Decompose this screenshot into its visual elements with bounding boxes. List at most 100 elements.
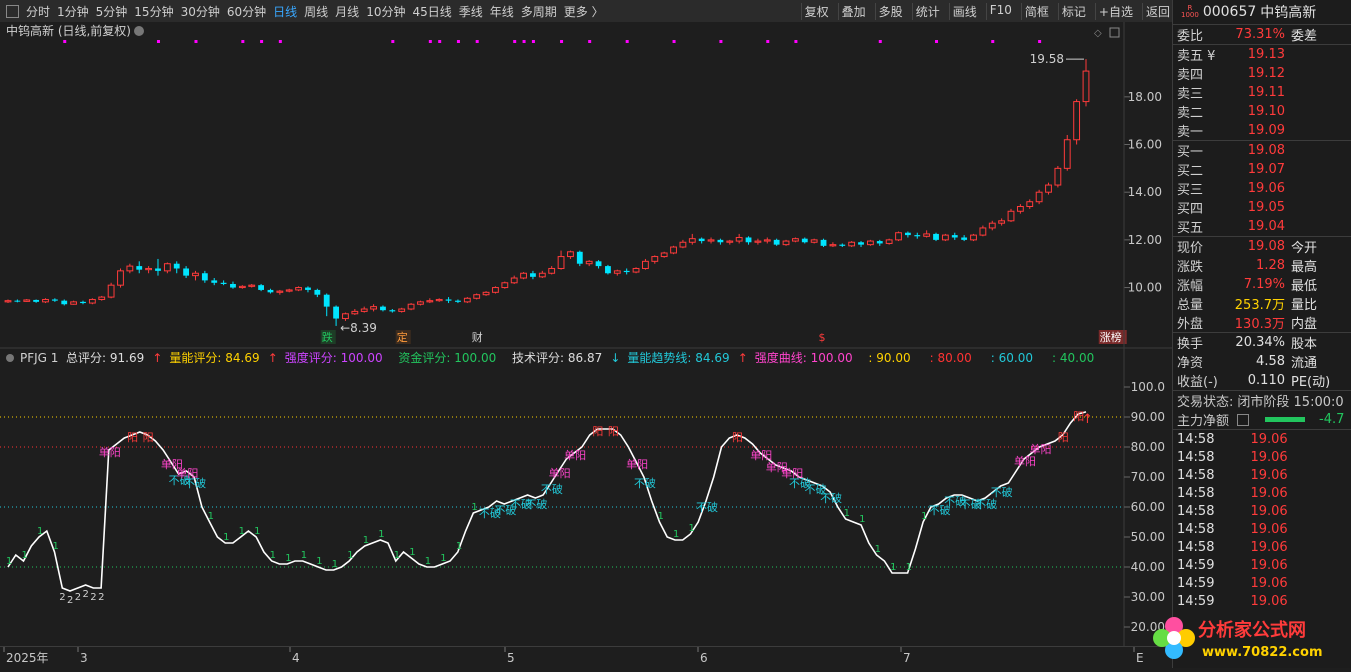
signal-dot bbox=[522, 40, 526, 43]
signal-1: 1 bbox=[316, 556, 322, 567]
candle-body bbox=[933, 233, 939, 240]
period-tab[interactable]: 更多 〉 bbox=[563, 5, 604, 19]
toolbar-action[interactable]: 复权 bbox=[800, 3, 832, 20]
indicator-options-icon[interactable] bbox=[6, 354, 14, 362]
signal-dot bbox=[935, 40, 939, 43]
candle-body bbox=[951, 235, 958, 238]
candle-body bbox=[557, 256, 565, 269]
candle-body bbox=[538, 272, 546, 278]
period-tab[interactable]: 1分钟 bbox=[57, 5, 89, 19]
tick-list[interactable]: 14:58 19.06 14:58 19.06 14:58 19.06 14:58 19.06… bbox=[1173, 430, 1351, 610]
signal-1: 1 bbox=[223, 532, 229, 543]
webi-row: 委比 73.31% 委差 bbox=[1173, 25, 1351, 45]
period-tab[interactable]: 10分钟 bbox=[366, 5, 406, 19]
tick-row: 14:59 19.06 bbox=[1177, 593, 1288, 609]
bid-row[interactable]: 买一 19.08 bbox=[1177, 143, 1285, 160]
price-tick: 12.00 bbox=[1128, 233, 1162, 247]
bid-book: 买一 19.08 买二 19.07 买三 19.06 买四 19.05 买五 19.04 bbox=[1173, 141, 1351, 237]
bid-row[interactable]: 买五 19.04 bbox=[1177, 219, 1285, 236]
signal-1: 1 bbox=[471, 502, 477, 513]
period-tab[interactable]: 日线 bbox=[273, 5, 298, 19]
toolbar-action[interactable]: 标记 bbox=[1057, 3, 1089, 20]
signal-dot bbox=[156, 40, 160, 43]
candle-body bbox=[238, 285, 246, 289]
period-tab[interactable]: 30分钟 bbox=[180, 5, 220, 19]
ask-row[interactable]: 卖四 19.12 bbox=[1177, 66, 1285, 83]
ask-row[interactable]: 卖一 19.09 bbox=[1177, 123, 1285, 140]
signal-yang: 阳 bbox=[143, 431, 154, 444]
kline-chart[interactable]: 中钨高新 (日线,前复权) 19.58 ←8.39 18.00 16.00 14.00… bbox=[0, 22, 1172, 646]
ask-row[interactable]: 卖二 19.10 bbox=[1177, 104, 1285, 121]
candle-body bbox=[642, 260, 649, 269]
price-tick: 18.00 bbox=[1128, 90, 1162, 104]
quote-row: 收益(-) 0.110 PE(动) bbox=[1177, 373, 1331, 390]
tick-row: 14:58 19.06 bbox=[1177, 521, 1288, 537]
signal-1: 1 bbox=[440, 553, 446, 564]
candle-body bbox=[745, 237, 752, 243]
candle-body bbox=[735, 236, 743, 242]
candle-body bbox=[979, 227, 987, 236]
stock-code: 000657 bbox=[1202, 4, 1257, 20]
indicator-header-item: : 80.00 bbox=[930, 351, 972, 365]
toolbar-action[interactable]: F10 bbox=[985, 3, 1015, 20]
toolbar-action[interactable]: 返回 bbox=[1141, 3, 1173, 20]
toolbar-action[interactable]: 简框 bbox=[1020, 3, 1052, 20]
period-tab[interactable]: 月线 bbox=[335, 5, 360, 19]
toolbar-action[interactable]: 叠加 bbox=[837, 3, 869, 20]
toolbar-action[interactable]: 画线 bbox=[948, 3, 980, 20]
signal-dot bbox=[63, 40, 67, 43]
panel-toggle-icon[interactable] bbox=[6, 5, 19, 18]
ask-row[interactable]: 卖三 19.11 bbox=[1177, 85, 1285, 102]
candle-body bbox=[810, 239, 818, 243]
candle-body bbox=[220, 282, 227, 284]
signal-dot bbox=[241, 40, 245, 43]
signal-dot bbox=[1038, 40, 1042, 43]
stats-block: 现价 19.08 今开 涨跌 1.28 最高 涨幅 7.19% 最低 总量 253.7万 量比 外盘 13… bbox=[1173, 237, 1351, 333]
period-tab[interactable]: 60分钟 bbox=[226, 5, 267, 19]
signal-1: 1 bbox=[906, 562, 912, 573]
candle-body bbox=[914, 235, 921, 237]
window-toggle-icon[interactable] bbox=[1109, 27, 1120, 38]
candle-body bbox=[595, 261, 602, 267]
candle-body bbox=[323, 294, 330, 307]
ask-row[interactable]: 卖五 ¥19.13 bbox=[1177, 47, 1285, 64]
period-tab[interactable]: 15分钟 bbox=[134, 5, 174, 19]
bid-row[interactable]: 买三 19.06 bbox=[1177, 181, 1285, 198]
candle-body bbox=[136, 266, 143, 270]
indicator-name: PFJG 1 bbox=[20, 351, 58, 365]
net-flow-icon[interactable] bbox=[1237, 413, 1249, 426]
toolbar-action[interactable]: 多股 bbox=[874, 3, 906, 20]
score-tick: 80.00 bbox=[1131, 440, 1165, 454]
chart-options-icon[interactable] bbox=[134, 26, 144, 36]
period-tab[interactable]: 周线 bbox=[304, 5, 329, 19]
signal-dot bbox=[391, 40, 395, 43]
candle-body bbox=[941, 234, 949, 241]
candle-body bbox=[670, 246, 677, 254]
period-tab[interactable]: 年线 bbox=[489, 5, 514, 19]
net-flow-bar bbox=[1265, 417, 1305, 422]
candle-body bbox=[548, 267, 556, 274]
signal-bupo: 不破 bbox=[991, 485, 1013, 499]
indicator-header-item: : 60.00 bbox=[991, 351, 1033, 365]
score-tick: 70.00 bbox=[1131, 470, 1165, 484]
toolbar-action[interactable]: +自选 bbox=[1094, 3, 1136, 20]
candle-body bbox=[333, 306, 339, 319]
period-tab[interactable]: 5分钟 bbox=[95, 5, 128, 19]
bid-row[interactable]: 买四 19.05 bbox=[1177, 200, 1285, 217]
event-label: 财 bbox=[472, 330, 483, 344]
candle-body bbox=[632, 267, 640, 273]
period-tab[interactable]: 季线 bbox=[458, 5, 483, 19]
candle-body bbox=[1082, 70, 1090, 103]
bid-row[interactable]: 买二 19.07 bbox=[1177, 162, 1285, 179]
period-tab[interactable]: 多周期 bbox=[520, 5, 557, 19]
period-tab[interactable]: 分时 bbox=[26, 5, 51, 19]
period-tab[interactable]: 45日线 bbox=[412, 5, 452, 19]
candle-body bbox=[858, 242, 864, 245]
candle-body bbox=[1016, 205, 1024, 212]
signal-1: 1 bbox=[657, 511, 663, 522]
signal-1: 1 bbox=[270, 550, 276, 561]
signal-danyang: 单阳 bbox=[1029, 443, 1051, 456]
toolbar-action[interactable]: 统计 bbox=[911, 3, 943, 20]
candle-body bbox=[126, 265, 134, 272]
candle-body bbox=[70, 301, 78, 305]
